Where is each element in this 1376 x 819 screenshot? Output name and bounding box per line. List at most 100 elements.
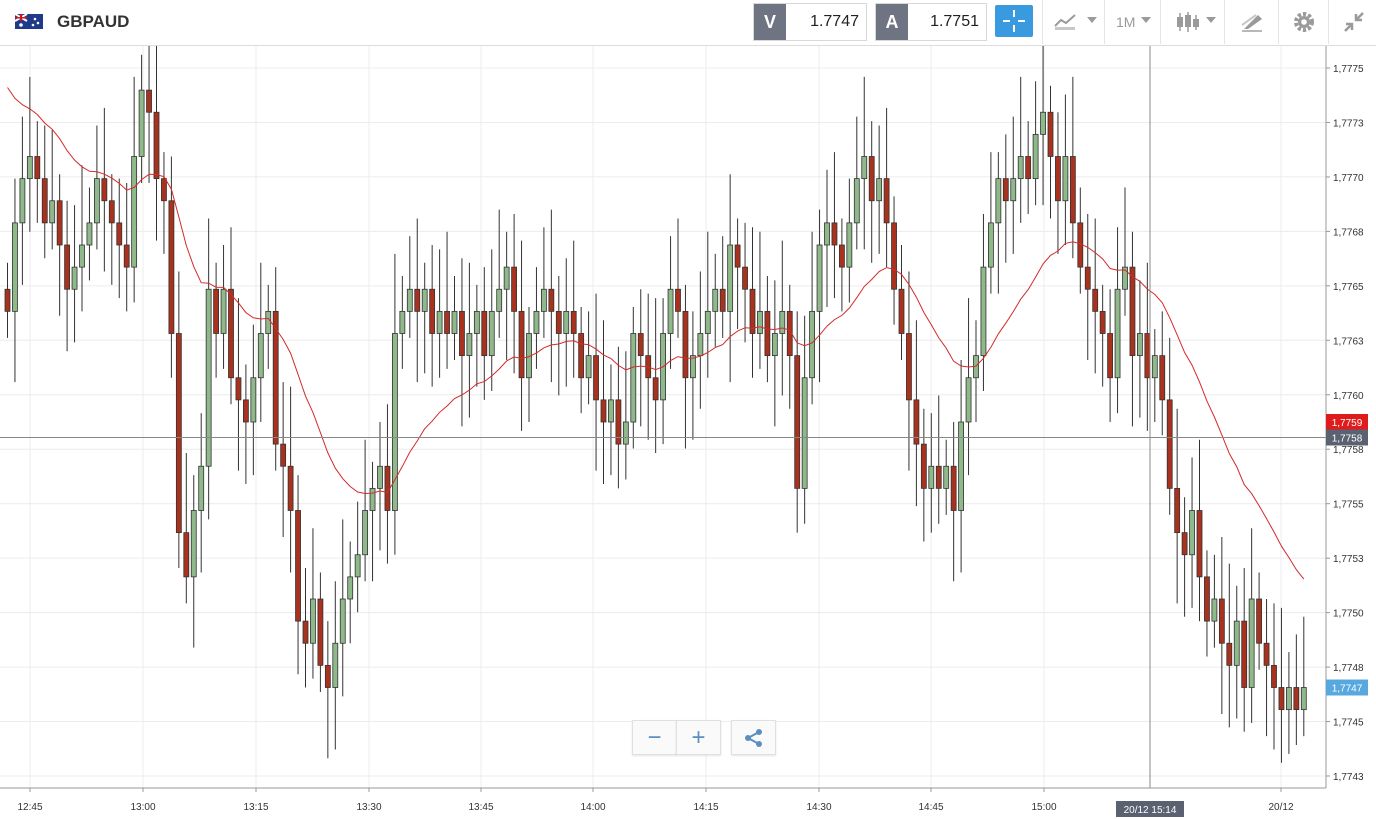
candle-body	[1159, 355, 1166, 401]
candle-body	[898, 288, 905, 334]
price-tag-label: 1,7747	[1332, 684, 1363, 695]
candle-body	[161, 178, 167, 202]
zoom-in-button[interactable]: +	[676, 720, 721, 755]
settings-button[interactable]	[1278, 0, 1329, 44]
candle-down	[1084, 214, 1091, 361]
candle-down	[228, 227, 234, 405]
drawing-tools-button[interactable]	[1224, 0, 1279, 44]
time-tick-label: 13:00	[130, 802, 155, 813]
candle-up	[526, 306, 532, 422]
sell-price-button[interactable]: V 1.7747	[753, 3, 867, 41]
timeframe-dropdown[interactable]: 1M	[1104, 0, 1161, 44]
candle-body	[578, 333, 585, 379]
candle-body	[41, 178, 48, 224]
candle-down	[920, 408, 927, 542]
timeframe-value: 1M	[1116, 14, 1136, 30]
candle-down	[1278, 607, 1285, 763]
candle-body	[399, 310, 406, 334]
candle-up	[265, 284, 272, 369]
candle-body	[205, 288, 212, 467]
candle-up	[1211, 554, 1218, 648]
candle-down	[593, 293, 599, 471]
candle-body	[168, 200, 175, 334]
chart-type-dropdown[interactable]	[1160, 0, 1225, 44]
candlestick-series	[4, 46, 1307, 763]
candle-down	[883, 107, 890, 268]
candle-down	[1218, 537, 1225, 715]
candle-up	[622, 351, 629, 480]
candle-body	[198, 465, 205, 511]
candle-down	[742, 222, 748, 343]
candle-body	[324, 664, 331, 688]
candle-body	[846, 222, 853, 268]
candle-down	[1159, 311, 1166, 436]
zoom-out-button[interactable]: −	[632, 720, 677, 755]
candle-body	[570, 310, 577, 334]
share-button[interactable]	[731, 720, 776, 755]
time-tick-label: 12:45	[17, 802, 42, 813]
candle-body	[213, 288, 220, 334]
candle-body	[1092, 288, 1099, 312]
candle-up	[1062, 94, 1069, 245]
candle-down	[272, 267, 279, 471]
sell-price: 1.7747	[810, 13, 859, 30]
collapse-icon	[1344, 12, 1364, 32]
candle-body	[1233, 620, 1240, 666]
candle-body	[1032, 133, 1039, 180]
price-tag-ask: 1,7759	[1326, 414, 1368, 430]
candle-down	[146, 46, 152, 184]
candle-down	[1077, 187, 1084, 294]
candle-up	[608, 364, 614, 476]
candle-body	[310, 598, 316, 644]
price-tick-label: 1,7770	[1333, 173, 1364, 184]
candle-down	[108, 174, 115, 285]
candle-up	[660, 298, 666, 445]
candle-down	[913, 320, 920, 507]
candle-down	[570, 240, 577, 378]
candle-body	[1166, 399, 1173, 489]
candle-body	[690, 355, 696, 379]
candle-up	[131, 76, 138, 303]
price-tag-background	[1326, 679, 1368, 696]
candle-body	[302, 620, 309, 644]
candle-body	[280, 443, 287, 467]
price-tick-label: 1,7743	[1333, 772, 1364, 783]
candle-down	[64, 200, 70, 352]
time-tick-label: 15:00	[1031, 802, 1056, 813]
candle-body	[1055, 156, 1061, 202]
crosshair-button[interactable]	[995, 5, 1033, 37]
candle-body	[250, 377, 257, 423]
collapse-button[interactable]	[1328, 0, 1376, 44]
candle-body	[496, 288, 503, 312]
candle-body	[1256, 598, 1262, 644]
candle-body	[704, 310, 711, 334]
candle-up	[995, 152, 1002, 294]
plus-icon: +	[691, 724, 706, 751]
candle-up	[563, 258, 570, 387]
candle-body	[600, 399, 607, 423]
candle-up	[257, 262, 264, 422]
candle-body	[824, 222, 830, 246]
buy-price-button[interactable]: A 1.7751	[875, 3, 987, 41]
candle-down	[168, 156, 175, 378]
candle-down	[1002, 134, 1009, 263]
price-chart[interactable]: 1,7775 1,7773 1,7770 1,7768 1,7765 1,7763 1,77…	[0, 46, 1376, 819]
candle-down	[123, 183, 130, 312]
candle-body	[928, 465, 935, 489]
candle-up	[198, 413, 205, 573]
candle-body	[94, 178, 100, 224]
candle-body	[749, 288, 756, 334]
indicators-button[interactable]	[1042, 0, 1105, 44]
candle-up	[71, 205, 78, 343]
candle-down	[302, 568, 309, 688]
candle-down	[675, 218, 681, 338]
time-tick-label: 14:00	[580, 802, 605, 813]
candle-up	[533, 267, 540, 369]
candle-body	[362, 510, 369, 556]
candle-down	[600, 320, 607, 484]
candle-down	[839, 218, 845, 312]
candle-up	[712, 253, 719, 347]
candle-body	[466, 333, 473, 357]
candle-body	[12, 222, 18, 312]
candle-body	[876, 178, 883, 202]
